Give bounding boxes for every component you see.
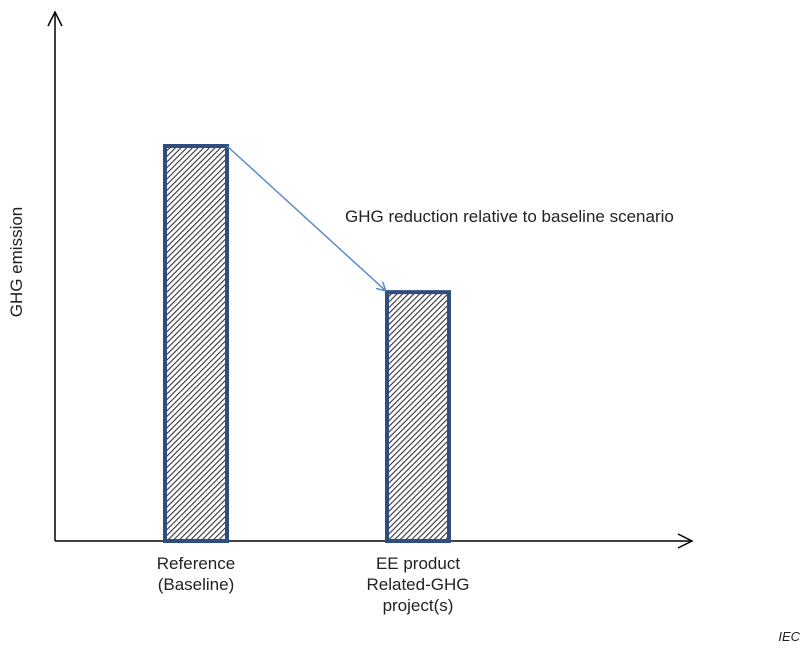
tick-label-1-line-1: Related-GHG	[367, 575, 470, 594]
reduction-annotation: GHG reduction relative to baseline scena…	[345, 207, 674, 226]
tick-label-0-line-1: (Baseline)	[158, 575, 235, 594]
reduction-arrow	[226, 145, 385, 290]
tick-label-1: EE product Related-GHG project(s)	[367, 554, 470, 615]
x-axis-arrowhead	[677, 533, 694, 549]
bar-0	[163, 144, 229, 543]
tick-label-0: Reference (Baseline)	[157, 554, 235, 594]
y-axis-label: GHG emission	[7, 207, 26, 318]
bar-1	[385, 290, 451, 543]
y-axis-arrowhead	[47, 10, 63, 27]
tick-label-1-line-0: EE product	[376, 554, 460, 573]
tick-label-0-line-0: Reference	[157, 554, 235, 573]
tick-label-1-line-2: project(s)	[383, 596, 454, 615]
credit-label: IEC	[778, 629, 800, 644]
